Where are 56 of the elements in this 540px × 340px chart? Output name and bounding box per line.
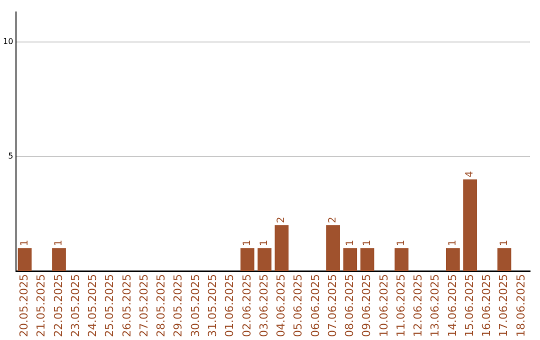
data-label: 1	[259, 240, 270, 246]
data-label: 1	[19, 240, 30, 246]
y-tick-label: 10	[2, 36, 14, 46]
x-tick-label: 27.05.2025	[137, 274, 150, 338]
x-tick-label: 16.06.2025	[480, 274, 494, 338]
x-tick-label: 15.06.2025	[462, 274, 476, 338]
x-tick-label: 20.05.2025	[18, 274, 31, 338]
x-tick-label: 25.05.2025	[103, 274, 116, 338]
data-label: 4	[464, 170, 476, 178]
x-tick-label: 31.05.2025	[206, 274, 220, 338]
data-label: 1	[448, 240, 459, 246]
x-tick-label: 06.06.2025	[308, 274, 322, 338]
data-label: 1	[498, 240, 510, 246]
bar	[394, 248, 408, 272]
data-label: 1	[242, 240, 253, 246]
x-tick-label: 09.06.2025	[360, 274, 374, 338]
bar	[326, 225, 340, 272]
x-tick-label: 28.05.2025	[154, 274, 168, 338]
x-tick-label: 12.06.2025	[412, 274, 425, 338]
data-label: 2	[328, 216, 339, 224]
bar	[463, 179, 477, 272]
x-tick-label: 05.06.2025	[292, 274, 305, 338]
x-tick-label: 24.05.2025	[86, 274, 100, 338]
data-label: 1	[362, 240, 373, 246]
x-tick-label: 07.06.2025	[326, 274, 339, 338]
bar	[18, 248, 32, 272]
x-tick-label: 08.06.2025	[343, 274, 356, 338]
x-tick-label: 30.05.2025	[188, 274, 202, 338]
x-tick-label: 14.06.2025	[446, 274, 459, 338]
bar	[343, 248, 358, 272]
data-label: 1	[54, 240, 65, 246]
x-tick-label: 18.06.2025	[514, 274, 528, 338]
bar	[52, 248, 66, 272]
bar	[446, 248, 460, 272]
x-tick-label: 11.06.2025	[394, 274, 408, 338]
bar	[240, 248, 254, 272]
x-tick-label: 02.06.2025	[240, 274, 254, 338]
x-tick-label: 03.06.2025	[257, 274, 270, 338]
x-tick-label: 01.06.2025	[223, 274, 236, 338]
bar	[258, 248, 272, 272]
bar	[360, 248, 374, 272]
x-tick-label: 23.05.2025	[68, 274, 82, 338]
x-tick-label: 29.05.2025	[172, 274, 185, 338]
x-tick-label: 17.06.2025	[497, 274, 510, 338]
data-label: 2	[276, 216, 288, 224]
y-tick-label: 5	[8, 151, 14, 160]
x-tick-label: 21.05.2025	[34, 274, 48, 338]
data-label: 1	[396, 240, 408, 246]
x-tick-label: 04.06.2025	[274, 274, 288, 338]
x-tick-label: 26.05.2025	[120, 274, 134, 338]
data-label: 1	[344, 240, 356, 246]
x-tick-label: 13.06.2025	[428, 274, 442, 338]
bar	[274, 225, 289, 272]
x-tick-label: 10.06.2025	[377, 274, 390, 338]
x-tick-label: 22.05.2025	[52, 274, 65, 338]
bar	[497, 248, 512, 272]
